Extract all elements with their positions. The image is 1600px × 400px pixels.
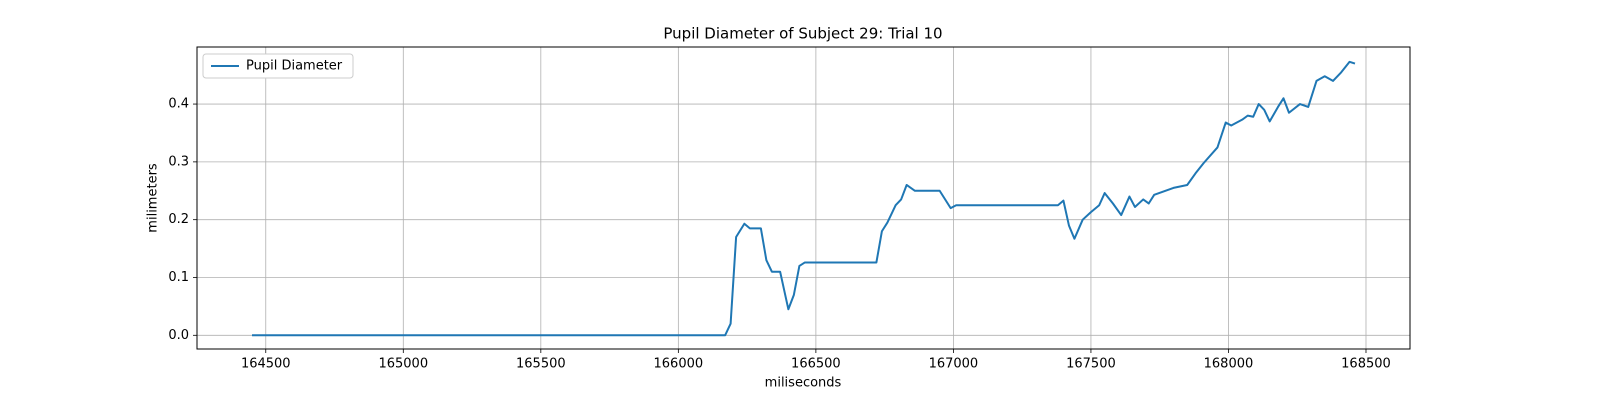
x-tick-label: 166000 [654,357,704,372]
x-tick-label: 167000 [929,357,979,372]
legend-label: Pupil Diameter [246,59,343,74]
plot-frame [196,46,1411,350]
x-axis-label: miliseconds [765,376,842,391]
x-tick-label: 168500 [1341,357,1391,372]
x-tick-label: 167500 [1066,357,1116,372]
x-tick-label: 165000 [378,357,428,372]
x-tick-label: 164500 [241,357,291,372]
x-tick-label: 165500 [516,357,566,372]
y-tick-label: 0.3 [168,154,189,169]
chart-title: Pupil Diameter of Subject 29: Trial 10 [663,25,942,43]
data-line [252,60,1356,337]
y-tick-label: 0.4 [168,97,189,112]
y-tick-label: 0.2 [168,212,189,227]
x-tick-label: 166500 [791,357,841,372]
x-tick-label: 168000 [1204,357,1254,372]
y-tick-label: 0.0 [168,328,189,343]
y-axis-label: milimeters [146,163,161,233]
y-tick-label: 0.1 [168,270,189,285]
legend-box [202,53,354,79]
